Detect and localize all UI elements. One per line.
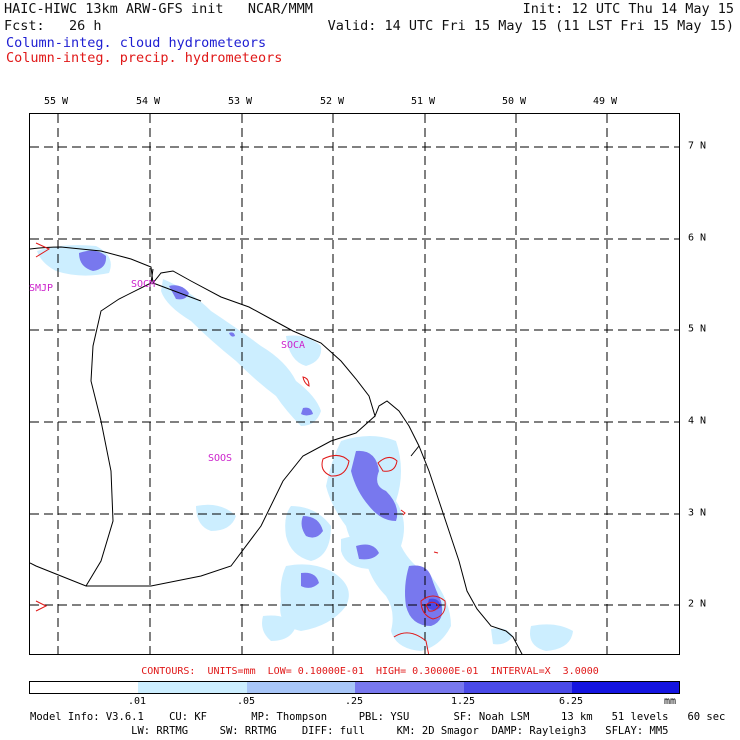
coastlines: [30, 246, 523, 654]
colorbar-segment: [30, 682, 138, 693]
lon-label: 53 W: [227, 96, 253, 107]
colorbar-units: mm: [663, 696, 677, 707]
lat-label: 2 N: [688, 598, 707, 610]
valid-time: Valid: 14 UTC Fri 15 May 15 (11 LST Fri …: [327, 18, 734, 34]
precip-contours: [35, 242, 446, 654]
colorbar-label: .01: [127, 696, 147, 707]
field-label-cloud: Column-integ. cloud hydrometeors: [6, 35, 267, 51]
colorbar-segment: [572, 682, 679, 693]
colorbar-label: 6.25: [558, 696, 584, 707]
tick-marks: [57, 114, 679, 606]
lon-label: 52 W: [319, 96, 345, 107]
lat-label: 3 N: [688, 507, 707, 519]
colorbar-segment: [138, 682, 247, 693]
lat-label: 7 N: [688, 140, 707, 152]
map-canvas: [30, 114, 679, 654]
lon-label: 51 W: [410, 96, 436, 107]
lat-label: 4 N: [688, 415, 707, 427]
model-info-line2: LW: RRTMG SW: RRTMG DIFF: full KM: 2D Sm…: [30, 725, 669, 737]
map-panel: [29, 113, 680, 655]
model-info-line1: Model Info: V3.6.1 CU: KF MP: Thompson P…: [30, 711, 726, 723]
colorbar: [29, 681, 680, 694]
plot-title: HAIC-HIWC 13km ARW-GFS init NCAR/MMM: [4, 1, 313, 17]
init-time: Init: 12 UTC Thu 14 May 15: [522, 1, 734, 17]
station-label: SOOS: [208, 453, 233, 464]
lon-label: 54 W: [135, 96, 161, 107]
station-label: SOCA: [281, 340, 306, 351]
lat-label: 5 N: [688, 323, 707, 335]
cloud-shading-light: [37, 245, 573, 651]
lon-label: 50 W: [501, 96, 527, 107]
lat-label: 6 N: [688, 232, 707, 244]
colorbar-label: .25: [344, 696, 364, 707]
cloud-shading-dark: [427, 598, 441, 610]
contours-info: CONTOURS: UNITS=mm LOW= 0.10000E-01 HIGH…: [141, 666, 599, 677]
colorbar-segment: [355, 682, 464, 693]
station-label: SOCM: [131, 279, 156, 290]
colorbar-segment: [247, 682, 355, 693]
forecast-hour: Fcst: 26 h: [4, 18, 102, 34]
colorbar-label: 1.25: [450, 696, 476, 707]
colorbar-segment: [464, 682, 572, 693]
lon-label: 55 W: [43, 96, 69, 107]
colorbar-label: .05: [236, 696, 256, 707]
lat-lon-grid: [30, 114, 679, 654]
field-label-precip: Column-integ. precip. hydrometeors: [6, 50, 283, 66]
station-label: SMJP: [29, 283, 54, 294]
lon-label: 49 W: [592, 96, 618, 107]
